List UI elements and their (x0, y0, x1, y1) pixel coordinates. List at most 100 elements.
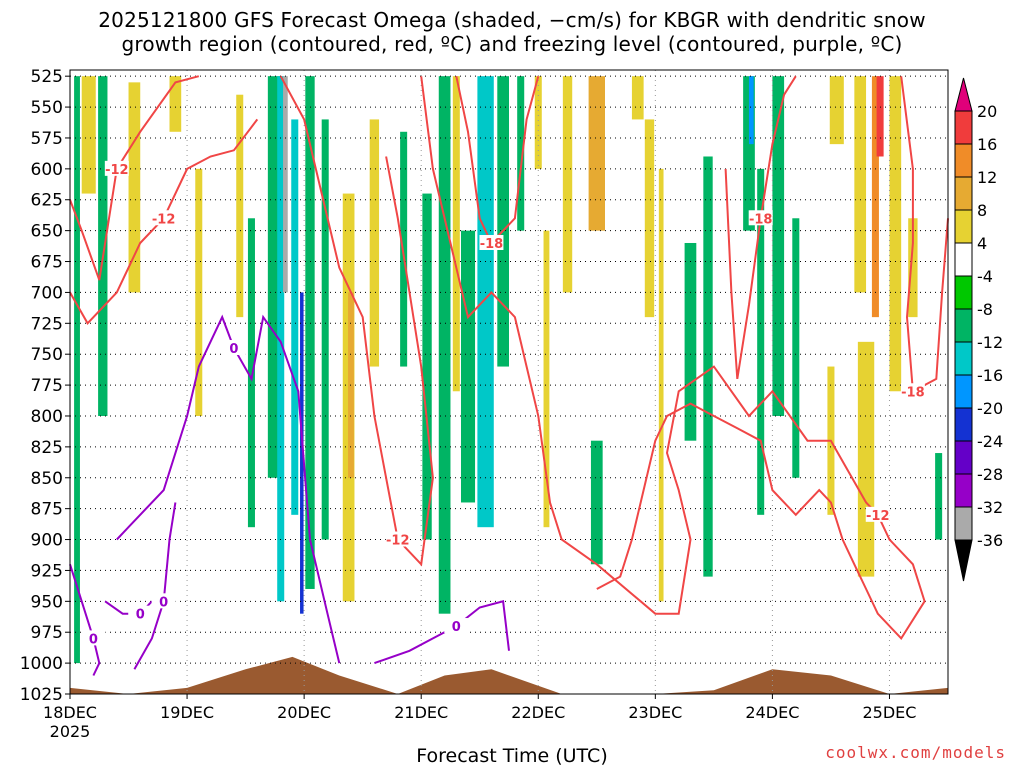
colorbar: 20 16 12 8 4 -4 -8 -12 -16 -20 -24 -28 -32 -36 (954, 77, 1003, 582)
omega-band-26 (534, 76, 542, 169)
y-tick-label-0: 525 (31, 67, 63, 87)
freezing-label-bg-3 (151, 593, 176, 609)
snow-growth-label-bg-5 (748, 210, 773, 226)
y-tick-label-12: 825 (31, 438, 63, 458)
freezing-contour-3 (133, 502, 177, 670)
omega-band-49 (935, 453, 943, 540)
x-tick-label-2: 20DEC (277, 703, 331, 722)
colorbar-swatch-10 (954, 407, 973, 442)
y-tick-label-8: 725 (31, 314, 63, 334)
omega-band-7 (247, 218, 255, 528)
omega-band-5 (195, 168, 203, 416)
chart-title: 2025121800 GFS Forecast Omega (shaded, −… (0, 8, 1024, 56)
omega-band-30 (590, 440, 603, 565)
x-tick-label-6: 24DEC (745, 703, 799, 722)
omega-band-43 (854, 76, 867, 293)
x-tick-label-3: 21DEC (394, 703, 448, 722)
omega-band-44 (857, 341, 875, 577)
freezing-label-2: 0 (136, 608, 145, 623)
y-tick-label-19: 1000 (20, 654, 63, 674)
omega-band-25 (517, 76, 525, 231)
x-tick-label-1: 19DEC (160, 703, 214, 722)
omega-band-3 (128, 82, 141, 293)
omega-band-10 (283, 76, 288, 293)
colorbar-swatch-12 (954, 473, 973, 508)
omega-band-46 (876, 76, 884, 157)
y-tick-label-7: 700 (31, 283, 63, 303)
colorbar-label-1: 16 (977, 135, 997, 154)
omega-band-47 (889, 76, 902, 392)
snow-growth-label-bg-6 (900, 383, 925, 399)
snow-growth-label-bg-4 (479, 234, 504, 250)
snow-growth-contour-3 (420, 76, 926, 641)
omega-band-24 (497, 76, 509, 367)
snow-growth-label-bg-3 (865, 506, 890, 522)
snow-growth-label-6: -18 (901, 385, 925, 400)
omega-band-12 (300, 292, 304, 614)
omega-band-2 (98, 76, 108, 416)
y-tick-label-6: 675 (31, 253, 63, 273)
colorbar-bottom-arrow (954, 539, 973, 582)
colorbar-label-8: -16 (977, 366, 1003, 385)
omega-band-27 (543, 230, 550, 528)
y-tick-label-17: 950 (31, 592, 63, 612)
snow-growth-label-5: -18 (749, 212, 773, 227)
title-line-2: growth region (contoured, red, ºC) and f… (121, 32, 903, 56)
y-tick-label-16: 925 (31, 561, 63, 581)
colorbar-swatch-13 (954, 506, 973, 541)
omega-band-6 (236, 94, 244, 318)
omega-band-19 (422, 193, 432, 540)
colorbar-swatch-3 (954, 176, 973, 211)
omega-band-9 (277, 76, 285, 602)
snow-growth-label-3: -12 (866, 509, 890, 524)
snow-growth-contour-5 (724, 75, 797, 380)
omega-band-45 (871, 76, 879, 318)
colorbar-label-5: -4 (977, 267, 993, 286)
y-tick-label-5: 650 (31, 222, 63, 242)
colorbar-label-0: 20 (977, 102, 997, 121)
colorbar-label-10: -24 (977, 432, 1003, 451)
y-tick-label-10: 775 (31, 376, 63, 396)
freezing-label-bg-4 (444, 618, 469, 634)
omega-band-39 (772, 76, 785, 416)
freezing-label-0: 0 (229, 342, 238, 357)
snow-growth-label-0: -12 (105, 163, 129, 178)
colorbar-swatch-1 (954, 110, 973, 145)
omega-band-31 (631, 76, 644, 120)
y-tick-label-18: 975 (31, 623, 63, 643)
snow-growth-label-bg-2 (385, 531, 410, 547)
freezing-label-bg-1 (81, 630, 106, 646)
omega-shading (74, 76, 943, 664)
source-credit: coolwx.com/models (825, 743, 1006, 762)
colorbar-label-7: -12 (977, 333, 1003, 352)
omega-band-17 (369, 119, 380, 367)
snow-growth-label-2: -12 (386, 534, 410, 549)
omega-band-29 (588, 76, 605, 231)
omega-band-20 (438, 76, 451, 614)
omega-band-21 (452, 76, 460, 392)
omega-band-0 (74, 76, 80, 664)
x-axis-label: Forecast Time (UTC) (416, 745, 608, 767)
colorbar-swatch-2 (954, 143, 973, 178)
colorbar-swatch-9 (954, 374, 973, 409)
plot-frame (69, 69, 949, 695)
y-tick-label-2: 575 (31, 129, 63, 149)
snow-growth-contour-6 (900, 76, 949, 393)
colorbar-label-11: -28 (977, 465, 1003, 484)
colorbar-swatch-5 (954, 242, 973, 277)
omega-band-22 (461, 230, 476, 503)
colorbar-label-2: 12 (977, 168, 997, 187)
colorbar-swatch-4 (954, 209, 973, 244)
omega-band-36 (743, 76, 755, 231)
snow-growth-label-bg-1 (151, 210, 176, 226)
omega-band-1 (81, 76, 96, 194)
x-tick-label-0: 18DEC (43, 703, 97, 722)
terrain-layer (70, 656, 948, 694)
colorbar-label-12: -32 (977, 498, 1003, 517)
omega-band-14 (321, 119, 329, 540)
omega-band-35 (703, 156, 713, 577)
y-axis-ticks: 525 550 575 600 625 650 675 700 725 750 775 800 825 8… (20, 67, 70, 705)
y-tick-label-14: 875 (31, 500, 63, 520)
colorbar-swatch-6 (954, 275, 973, 310)
